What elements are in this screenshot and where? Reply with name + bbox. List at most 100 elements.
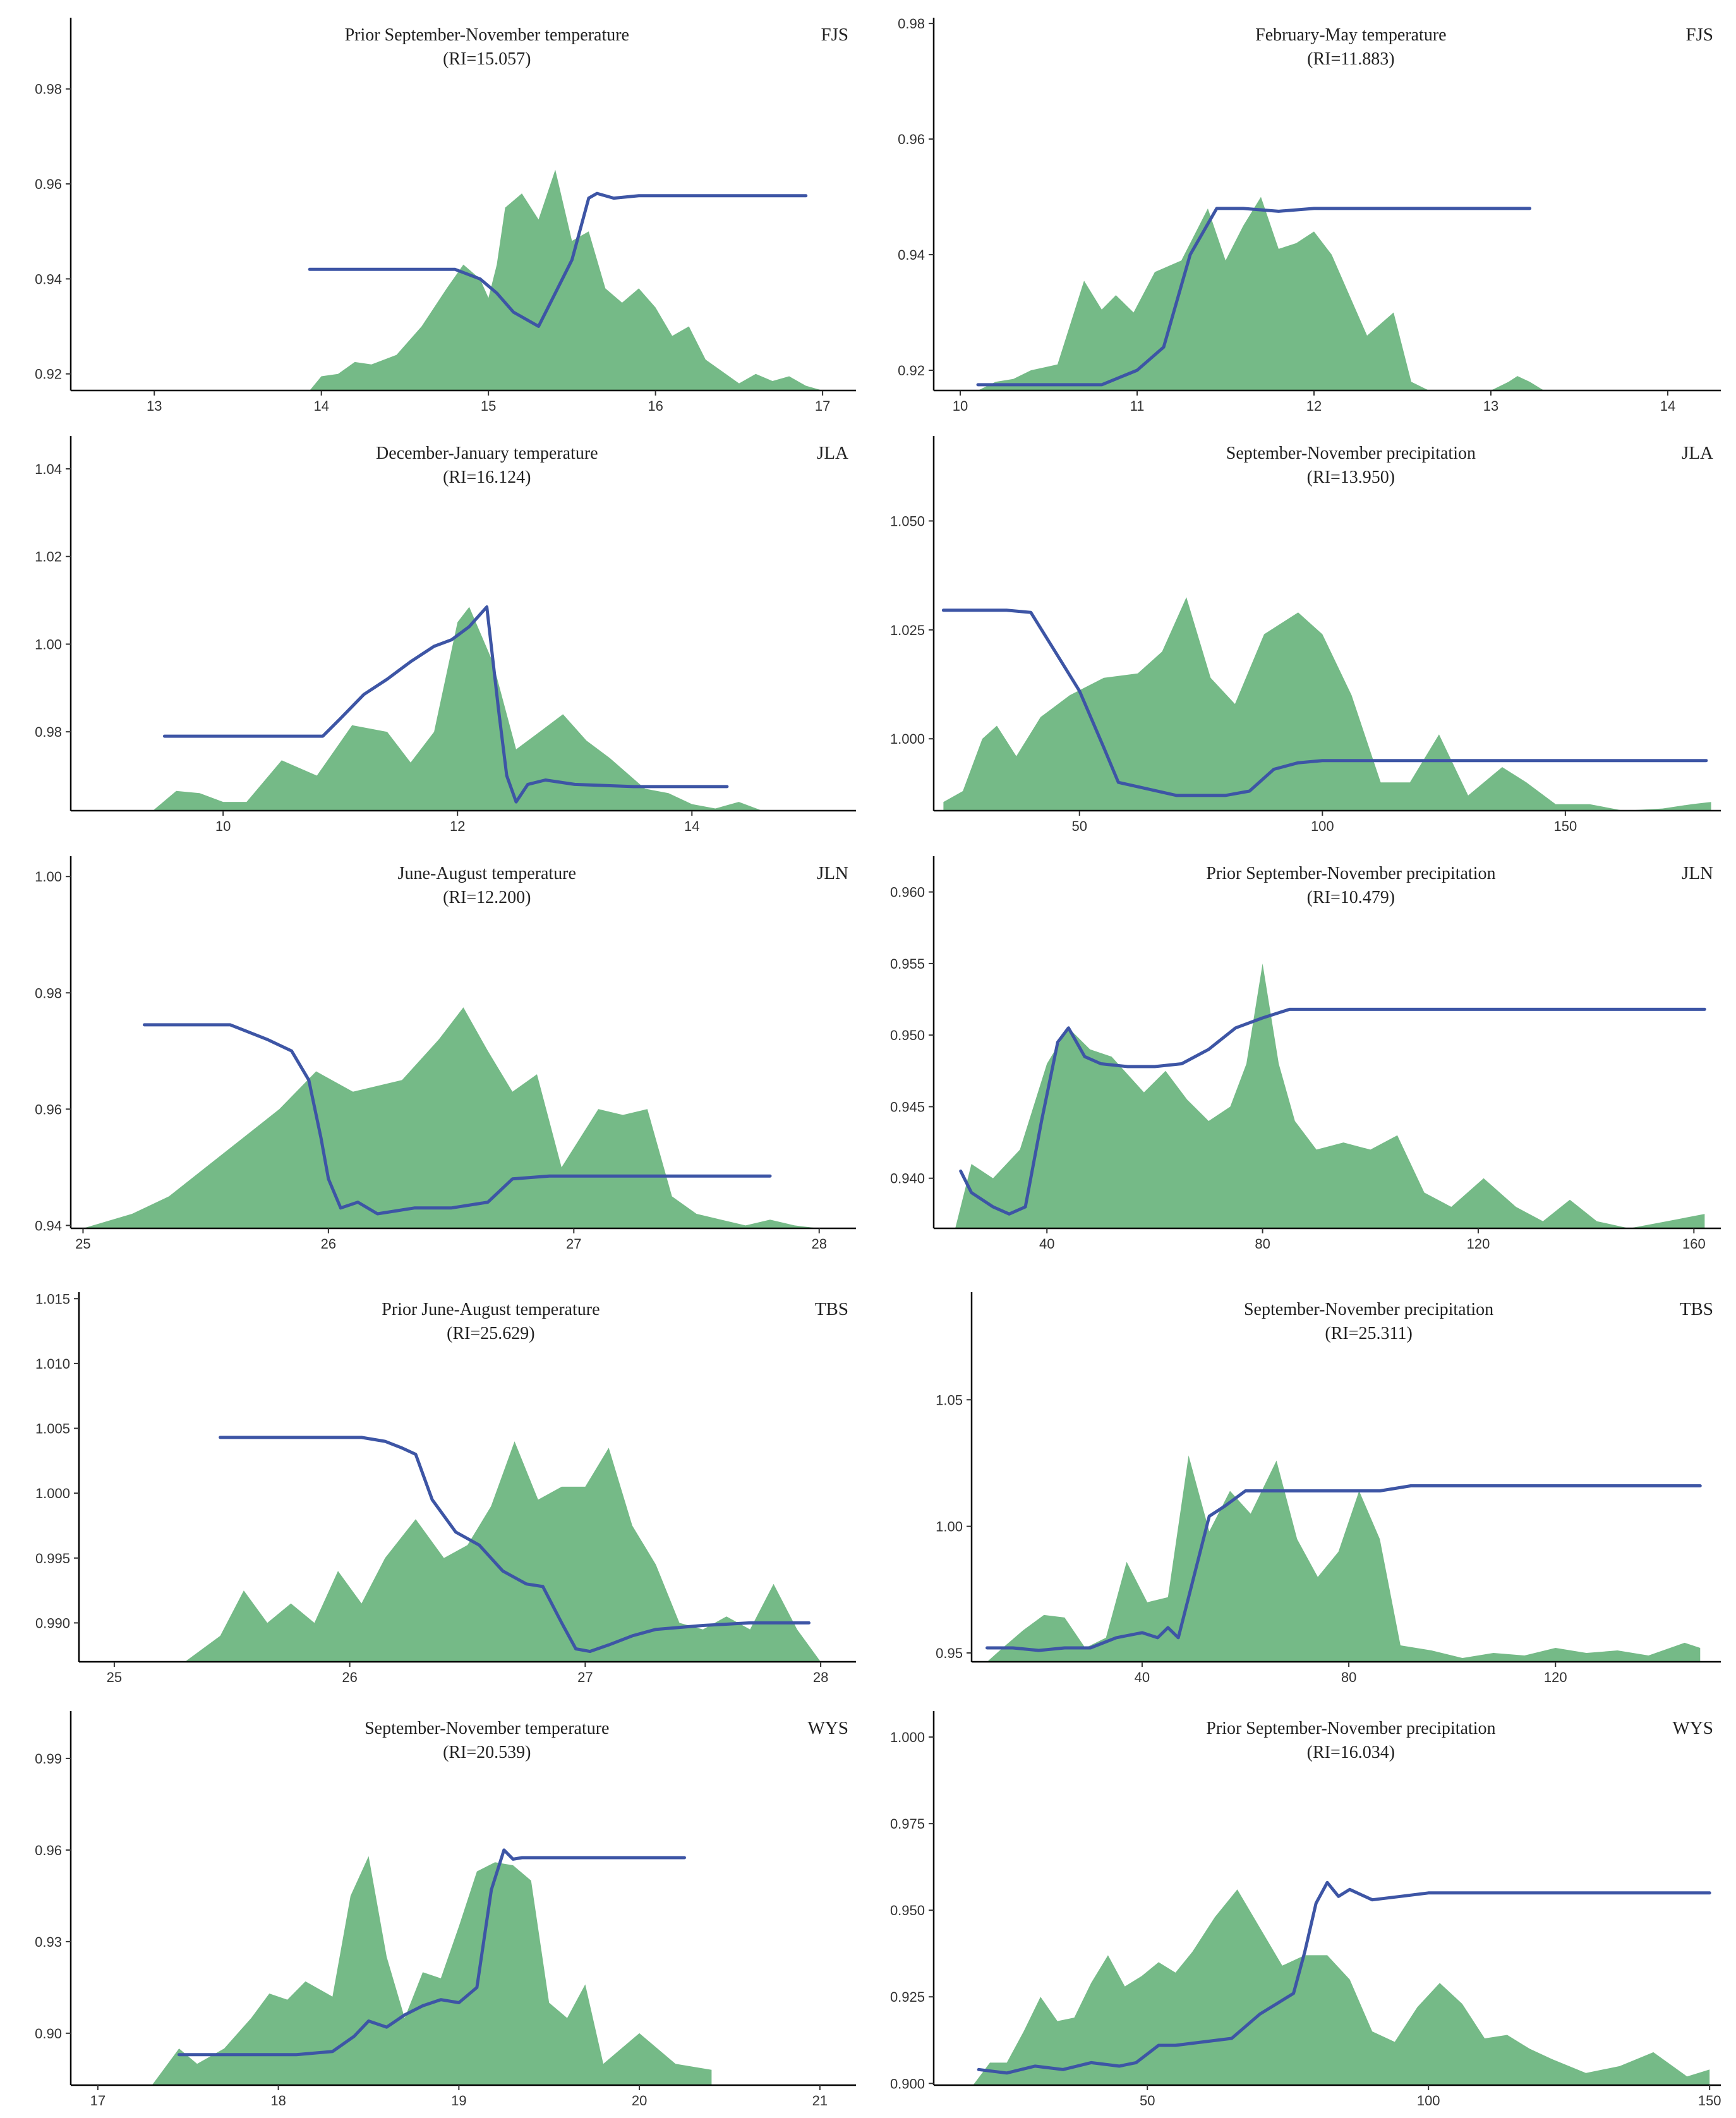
y-tick-label: 0.950 bbox=[890, 1027, 925, 1043]
y-tick-label: 0.995 bbox=[35, 1551, 70, 1566]
y-tick-label: 0.96 bbox=[35, 1843, 62, 1858]
panel-title: September-November precipitation bbox=[1244, 1300, 1493, 1319]
x-tick-label: 10 bbox=[953, 398, 968, 414]
y-tick-label: 0.94 bbox=[35, 1218, 62, 1233]
response-line bbox=[143, 1023, 772, 1216]
x-tick-label: 16 bbox=[648, 398, 663, 414]
y-tick-label: 0.900 bbox=[890, 2076, 925, 2091]
ri-label: (RI=20.539) bbox=[443, 1743, 531, 1762]
x-tick-label: 14 bbox=[684, 818, 699, 834]
y-tick-label: 0.960 bbox=[890, 885, 925, 900]
y-tick-label: 0.92 bbox=[35, 366, 62, 382]
response-line bbox=[986, 1484, 1702, 1652]
panel-wys-prior-son-precip: 50 100 150 0.900 0.925 0.950 0.975 1.000 Prior S… bbox=[890, 1711, 1721, 2109]
y-tick-label: 1.04 bbox=[35, 461, 62, 477]
y-tick-label: 0.945 bbox=[890, 1099, 925, 1115]
x-tick-label: 150 bbox=[1554, 818, 1577, 834]
ri-label: (RI=16.124) bbox=[443, 468, 531, 487]
x-tick-label: 100 bbox=[1417, 2093, 1440, 2109]
panel-fjs-feb-may-temp: 10 11 12 13 14 0.92 0.94 0.96 0.98 February-May t… bbox=[898, 16, 1721, 414]
density-area bbox=[152, 1856, 712, 2085]
x-tick-label: 80 bbox=[1341, 1669, 1356, 1685]
y-tick-label: 0.98 bbox=[35, 82, 62, 97]
x-tick-label: 20 bbox=[632, 2093, 647, 2109]
density-area bbox=[152, 607, 763, 811]
ri-label: (RI=16.034) bbox=[1307, 1743, 1395, 1762]
y-tick-label: 1.005 bbox=[35, 1421, 70, 1437]
y-tick-label: 0.96 bbox=[898, 131, 925, 147]
x-tick-label: 150 bbox=[1698, 2093, 1721, 2109]
site-label: WYS bbox=[808, 1718, 848, 1738]
y-tick-label: 1.00 bbox=[936, 1519, 963, 1535]
y-tick-label: 1.000 bbox=[35, 1486, 70, 1501]
panel-tbs-prior-jja-temp: 25 26 27 28 0.990 0.995 1.000 1.005 1.010 1.015 Pr… bbox=[35, 1291, 856, 1685]
y-tick-label: 0.925 bbox=[890, 1989, 925, 2005]
y-tick-label: 1.050 bbox=[890, 513, 925, 529]
x-tick-label: 120 bbox=[1467, 1236, 1490, 1252]
ri-label: (RI=12.200) bbox=[443, 888, 531, 907]
panel-title: Prior June-August temperature bbox=[382, 1300, 600, 1319]
x-tick-label: 13 bbox=[1483, 398, 1498, 414]
site-label: WYS bbox=[1673, 1718, 1713, 1738]
ri-label: (RI=25.629) bbox=[447, 1324, 534, 1343]
response-line bbox=[308, 191, 808, 328]
ri-label: (RI=25.311) bbox=[1325, 1324, 1412, 1343]
ri-label: (RI=11.883) bbox=[1307, 49, 1394, 69]
y-tick-label: 0.93 bbox=[35, 1934, 62, 1950]
x-tick-label: 27 bbox=[566, 1236, 581, 1252]
x-tick-label: 14 bbox=[1660, 398, 1675, 414]
y-tick-label: 1.010 bbox=[35, 1356, 70, 1372]
y-tick-label: 1.015 bbox=[35, 1291, 70, 1307]
y-tick-label: 0.950 bbox=[890, 1903, 925, 1918]
x-tick-label: 12 bbox=[450, 818, 465, 834]
y-tick-label: 1.02 bbox=[35, 549, 62, 565]
x-tick-label: 19 bbox=[451, 2093, 466, 2109]
density-area bbox=[987, 1455, 1701, 1662]
site-label: TBS bbox=[815, 1299, 848, 1319]
ri-label: (RI=15.057) bbox=[443, 49, 531, 69]
response-line bbox=[162, 605, 729, 804]
y-tick-label: 0.95 bbox=[936, 1645, 963, 1661]
y-tick-label: 0.92 bbox=[898, 363, 925, 378]
y-tick-label: 0.90 bbox=[35, 2026, 62, 2042]
x-tick-label: 10 bbox=[215, 818, 231, 834]
x-tick-label: 25 bbox=[107, 1669, 122, 1685]
x-tick-label: 40 bbox=[1039, 1236, 1054, 1252]
site-label: JLN bbox=[817, 863, 848, 883]
x-tick-label: 26 bbox=[321, 1236, 336, 1252]
y-tick-label: 1.00 bbox=[35, 636, 62, 652]
site-label: JLA bbox=[817, 443, 848, 463]
x-tick-label: 50 bbox=[1140, 2093, 1155, 2109]
density-area bbox=[955, 963, 1705, 1228]
x-tick-label: 28 bbox=[813, 1669, 828, 1685]
x-tick-label: 18 bbox=[270, 2093, 286, 2109]
x-tick-label: 14 bbox=[313, 398, 329, 414]
site-label: JLN bbox=[1682, 863, 1713, 883]
site-label: FJS bbox=[821, 25, 848, 45]
x-tick-label: 17 bbox=[815, 398, 830, 414]
x-tick-label: 120 bbox=[1544, 1669, 1567, 1685]
density-area bbox=[83, 1007, 819, 1228]
panel-jla-dec-jan-temp: 10 12 14 0.98 1.00 1.02 1.04 December-January t… bbox=[35, 436, 856, 834]
ri-label: (RI=13.950) bbox=[1307, 468, 1395, 487]
x-tick-label: 15 bbox=[481, 398, 496, 414]
x-tick-label: 50 bbox=[1071, 818, 1087, 834]
density-area bbox=[943, 597, 1711, 811]
response-line bbox=[219, 1436, 811, 1654]
y-tick-label: 0.94 bbox=[35, 271, 62, 287]
panel-title: February-May temperature bbox=[1255, 25, 1446, 45]
panel-tbs-son-precip: 40 80 120 0.95 1.00 1.05 September-November pr… bbox=[936, 1292, 1721, 1685]
x-tick-label: 28 bbox=[811, 1236, 826, 1252]
y-tick-label: 0.940 bbox=[890, 1171, 925, 1187]
panel-jla-son-precip: 50 100 150 1.000 1.025 1.050 September-Novembe… bbox=[890, 436, 1721, 834]
y-tick-label: 1.05 bbox=[936, 1392, 963, 1408]
site-label: FJS bbox=[1685, 25, 1713, 45]
x-tick-label: 40 bbox=[1135, 1669, 1150, 1685]
x-tick-label: 11 bbox=[1130, 398, 1145, 414]
x-tick-label: 13 bbox=[147, 398, 162, 414]
density-area bbox=[184, 1441, 821, 1662]
x-tick-label: 27 bbox=[577, 1669, 593, 1685]
panel-title: June-August temperature bbox=[398, 864, 576, 883]
x-tick-label: 26 bbox=[342, 1669, 357, 1685]
panel-title: September-November temperature bbox=[365, 1719, 609, 1738]
